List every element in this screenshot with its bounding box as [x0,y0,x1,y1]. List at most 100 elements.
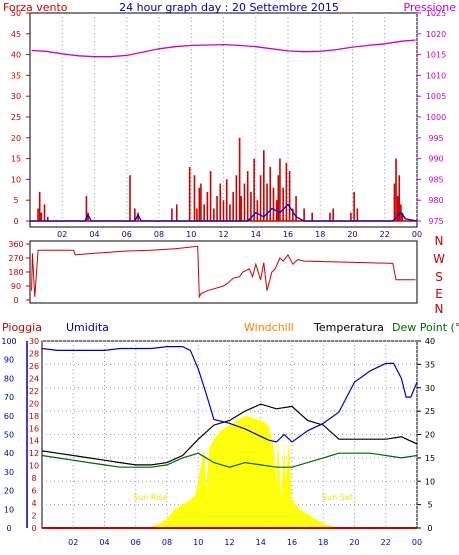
panel3-x-tick-label: 22 [381,538,391,547]
pressure-tick-label: 1000 [426,113,446,122]
wind-bar [350,212,352,221]
wind-bar [266,183,268,221]
wind-bar [246,171,249,221]
pressure-tick-label: 1015 [426,51,446,60]
panel3-x-tick-label: 14 [256,538,266,547]
wind-bar [175,204,178,221]
wind-bar [356,208,359,221]
wind-pressure-frame [29,12,418,228]
panel3-x-tick-label: 16 [287,538,297,547]
wind-bar [292,208,294,221]
temperature-axis-ticks: 0 5 10 15 20 25 30 35 40 [417,337,435,533]
wind-bar [43,204,46,221]
wind-bar [200,183,202,221]
panel1-x-tick-label: 16 [283,230,293,239]
wind-bar [235,175,238,221]
humidity-tick-label: 60 [4,412,14,421]
pressure-tick-label: 990 [428,155,443,164]
temperature-line [41,403,418,466]
wind-bar [37,208,39,221]
humidity-line [41,346,418,443]
wind-bar [401,212,404,221]
wind-bar [303,208,305,221]
panel1-x-tick-label: 12 [218,230,228,239]
wind-tick-label: 20 [11,134,21,143]
panel3-x-tick-label: 02 [68,538,78,547]
wind-tick-label: 25 [11,113,21,122]
rain-tick-label: 26 [29,362,39,371]
wind-average-line [30,203,418,222]
wind-bar [216,196,218,221]
panel3-x-tick-label: 04 [99,538,109,547]
wind-tick-label: 15 [11,155,21,164]
wind-bar [277,175,280,221]
wind-direction-frame [29,240,418,304]
humidity-tick-label: 70 [4,393,14,402]
panel3-series [41,346,418,529]
pressure-tick-label: 975 [428,217,443,226]
humidity-tick-label: 10 [4,505,14,514]
panel1-x-tick-label: 10 [186,230,196,239]
wind-bar [137,212,139,221]
legend-windchill: Windchill [244,321,294,334]
rain-tick-label: 16 [29,424,39,433]
wind-bar [269,166,272,221]
rain-humidity-axis-ticks: 0102030405060708090100024681012141618202… [1,337,39,533]
pressure-tick-label: 1020 [426,30,446,39]
panel2-series [31,245,416,299]
humidity-tick-label: 0 [6,524,11,533]
rain-tick-label: 22 [29,387,39,396]
panel3-x-tick-label: 12 [224,538,234,547]
temperature-tick-label: 20 [425,431,435,440]
temperature-tick-label: 0 [427,524,432,533]
humidity-tick-label: 50 [4,431,14,440]
pressure-axis-ticks: 975 980 985 990 995 1000 1005 1010 1015 1020 1025 [417,9,446,226]
panel1-series [30,39,418,222]
humidity-tick-label: 90 [4,356,14,365]
wind-bar [198,187,201,221]
wind-bar [295,196,297,221]
pressure-line [31,39,416,58]
compass-letter: S [435,270,443,284]
wind-bar [240,196,243,221]
temperature-tick-label: 35 [425,360,435,369]
direction-tick-label: 180 [8,268,23,277]
wind-bar [253,158,255,221]
wind-bar [243,183,246,221]
panel3-x-tick-label: 08 [162,538,172,547]
wind-bar [279,158,281,221]
pressure-tick-label: 980 [428,196,443,205]
humidity-tick-label: 40 [4,449,14,458]
panel1-x-tick-label: 22 [380,230,390,239]
pressure-tick-label: 1025 [426,9,446,18]
wind-tick-label: 35 [11,71,21,80]
rain-tick-label: 0 [31,524,36,533]
rain-tick-label: 2 [31,512,36,521]
wind-tick-label: 10 [11,175,21,184]
rain-tick-label: 20 [29,399,39,408]
panel1-x-tick-label: 08 [154,230,164,239]
panel3-x-tick-label: 10 [193,538,203,547]
panel3-x-tick-label: 06 [131,538,141,547]
panel1-x-tick-label: 18 [315,230,325,239]
wind-tick-label: 5 [13,196,18,205]
wind-bar [238,137,241,221]
direction-axis-ticks: 360 270 180 90 0 [8,240,30,305]
wind-tick-label: 30 [11,92,21,101]
wind-bar [311,212,313,221]
rain-tick-label: 12 [29,449,39,458]
pressure-tick-label: 1005 [426,92,446,101]
wind-bar [393,183,396,221]
pressure-axis-label: Pressione [404,1,457,14]
wind-axis-ticks: 0 5 10 15 20 25 30 35 40 45 50 [11,9,30,226]
wind-bar [353,191,355,221]
rain-tick-label: 18 [29,412,39,421]
humidity-tick-label: 100 [1,337,16,346]
chart-title: 24 hour graph day : 20 Settembre 2015 [119,1,339,14]
sun-rise-annotation: Sun Rise [133,493,168,502]
temperature-tick-label: 15 [425,454,435,463]
wind-bar [282,187,284,221]
panel3-x-tick-label: 18 [318,538,328,547]
legend-temperatura: Temperatura [313,321,384,334]
